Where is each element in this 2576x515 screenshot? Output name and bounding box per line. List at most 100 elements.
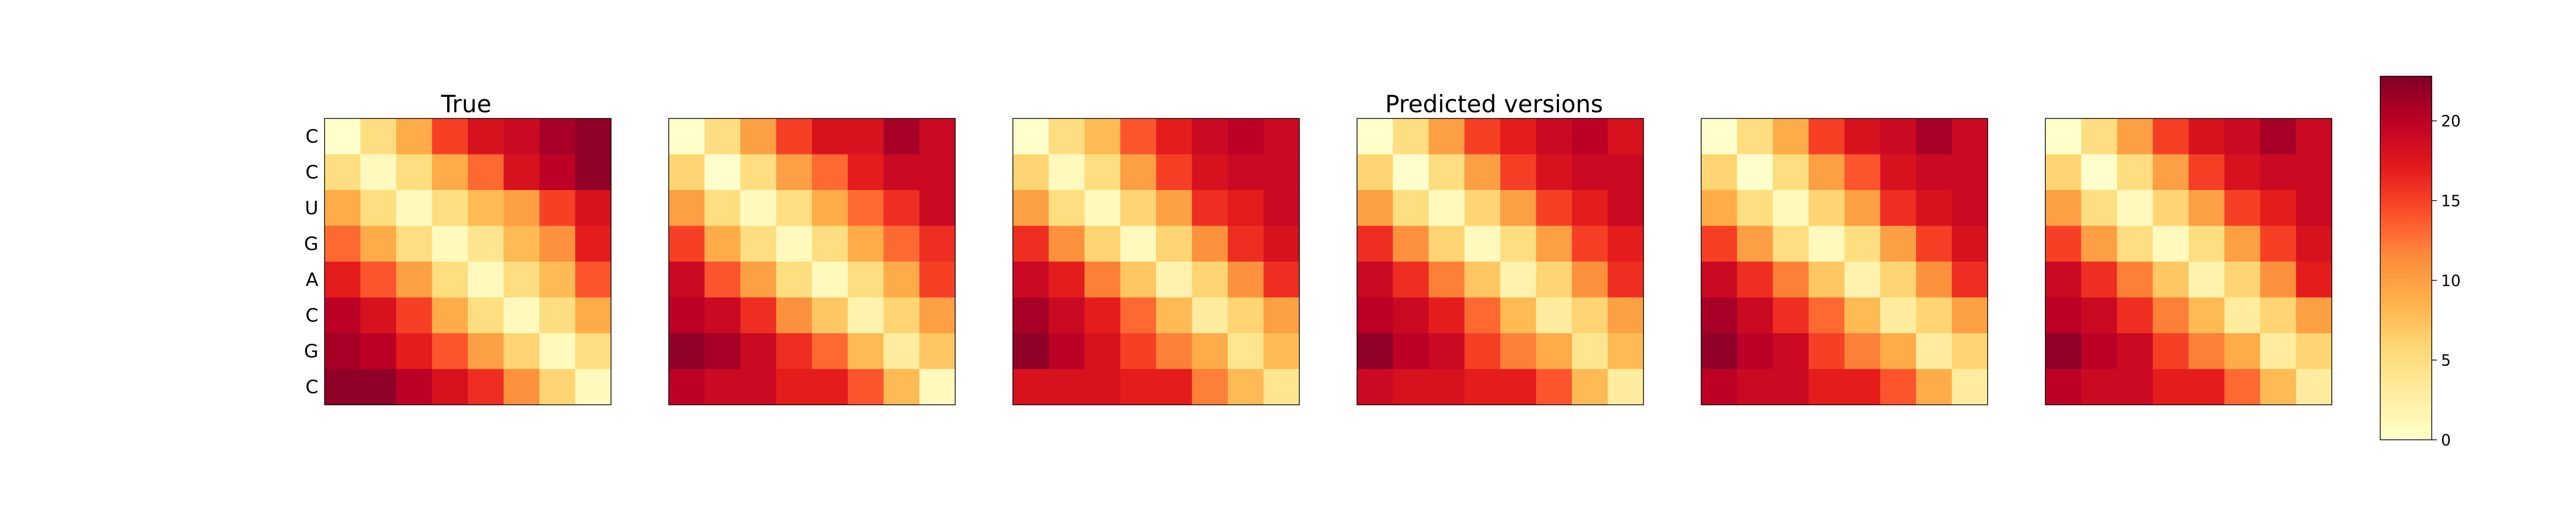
heatmap-cell [1048,369,1085,405]
heatmap-cell [575,333,612,370]
heatmap-cell [325,333,361,370]
heatmap-cell [1357,154,1394,191]
colorbar-tick-label: 15 [2441,193,2461,211]
heatmap-cell [1773,118,1809,155]
heatmap-cell [503,118,540,155]
heatmap-cell [1773,262,1809,298]
heatmap-cell [432,297,468,334]
heatmap-cell [1357,369,1394,405]
heatmap-cell [503,226,540,262]
heatmap-cell [1084,369,1121,405]
heatmap-cell [1572,369,1608,405]
heatmap-cell [325,369,361,405]
heatmap-cell [848,262,884,298]
heatmap-cell [1844,226,1881,262]
heatmap-cell [1263,369,1300,405]
heatmap-cell [2260,333,2297,370]
panel-frame [668,118,956,405]
heatmap-cell [1393,262,1429,298]
heatmap-cell [848,333,884,370]
heatmap-cell [1500,190,1537,227]
heatmap-cell [2117,297,2154,334]
heatmap-cell [669,333,705,370]
heatmap-cell [539,262,576,298]
heatmap-cell [468,333,504,370]
heatmap-cell [2189,154,2225,191]
heatmap-cell [1808,154,1845,191]
heatmap-cell [2153,369,2189,405]
heatmap-cell [2260,262,2297,298]
colorbar-tick-label: 5 [2441,352,2451,370]
heatmap-cell [1429,154,1465,191]
heatmap-cell [1429,262,1465,298]
heatmap-cell [432,262,468,298]
heatmap-cell [1464,297,1501,334]
heatmap-cell [1048,154,1085,191]
heatmap-cell [1737,262,1773,298]
heatmap-cell [360,226,397,262]
heatmap-cell [1263,226,1300,262]
heatmap-cell [325,154,361,191]
heatmap-cell [2260,297,2297,334]
heatmap-cell [1536,190,1572,227]
heatmap-cell [740,154,777,191]
heatmap-cell [1429,118,1465,155]
heatmap-cell [360,262,397,298]
heatmap-cell [1013,297,1049,334]
heatmap-cell [2153,262,2189,298]
heatmap-cell [740,369,777,405]
heatmap-cell [1536,226,1572,262]
heatmap-cell [1048,190,1085,227]
heatmap-cell [919,154,956,191]
heatmap-cell [1880,154,1917,191]
heatmap-cell [396,226,433,262]
heatmap-cell [2224,333,2261,370]
heatmap-cell [2081,190,2117,227]
heatmap-panel-5 [1701,118,1988,405]
heatmap-cell [704,118,741,155]
heatmap-cell [2296,154,2332,191]
heatmap-cell [2117,118,2154,155]
heatmap-cell [1737,154,1773,191]
heatmap-cell [432,190,468,227]
heatmap-cell [1844,118,1881,155]
heatmap-cell [1228,369,1264,405]
heatmap-cell [884,154,920,191]
heatmap-cell [740,297,777,334]
heatmap-cell [919,262,956,298]
heatmap-cell [468,369,504,405]
row-label: C [306,305,318,326]
heatmap-cell [2296,118,2332,155]
heatmap-cell [1880,297,1917,334]
heatmap-cell [2153,226,2189,262]
heatmap-cell [1808,262,1845,298]
panel-frame [1701,118,1988,405]
heatmap-cell [1773,226,1809,262]
heatmap-cell [2224,190,2261,227]
heatmap-cell [2260,190,2297,227]
colorbar-tick-label: 0 [2441,432,2451,450]
heatmap-cell [2117,333,2154,370]
heatmap-cell [704,333,741,370]
heatmap-cell [1536,369,1572,405]
heatmap-cell [360,333,397,370]
heatmap-panel-6 [2045,118,2332,405]
heatmap-cell [1916,333,1953,370]
heatmap-cell [468,262,504,298]
heatmap-cell [1156,118,1193,155]
heatmap-cell [776,190,812,227]
heatmap-cell [1048,333,1085,370]
heatmap-cell [2045,333,2082,370]
heatmap-cell [2081,333,2117,370]
heatmap-cell [1263,262,1300,298]
heatmap-cell [503,190,540,227]
heatmap-cell [1880,190,1917,227]
heatmap-panels [324,118,2332,405]
heatmap-cell [1192,297,1228,334]
heatmap-cell [1084,226,1121,262]
title-true: True [440,90,492,118]
heatmap-cell [325,118,361,155]
heatmap-cell [2117,262,2154,298]
row-label: C [306,126,318,147]
